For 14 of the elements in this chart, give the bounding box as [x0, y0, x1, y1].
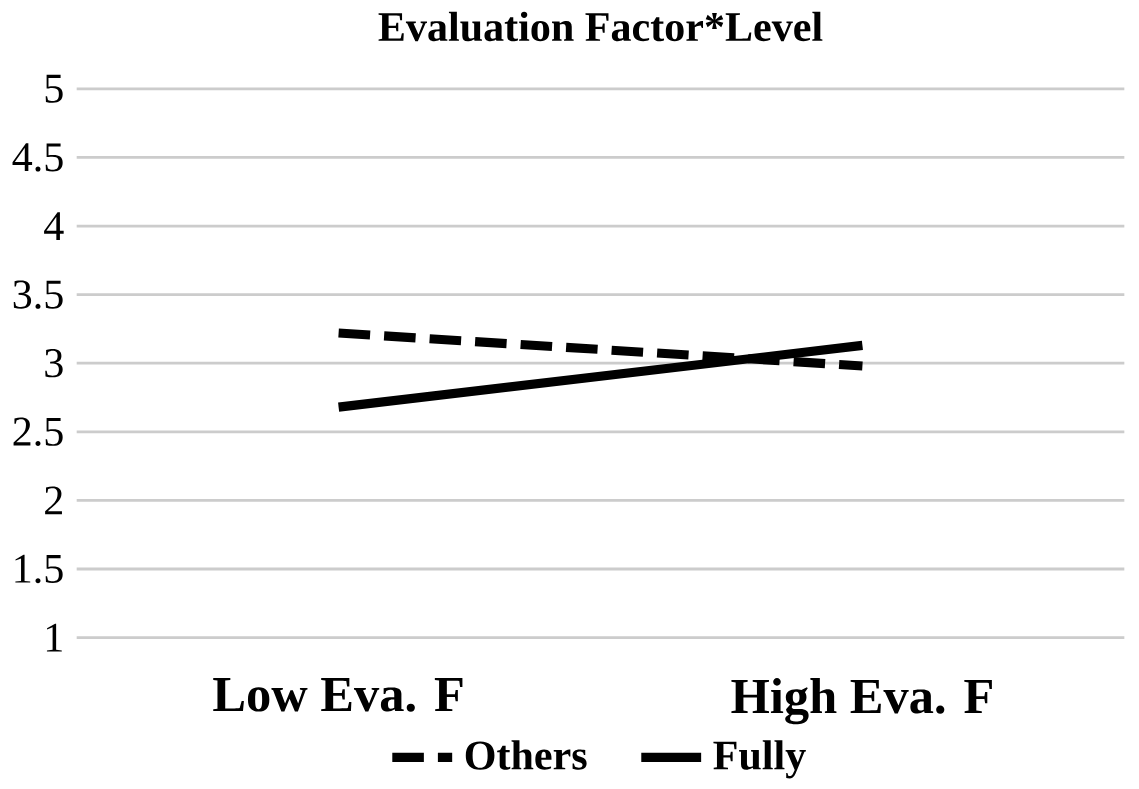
y-tick-label: 2.5	[13, 417, 63, 447]
y-tick-label: 4	[44, 212, 64, 241]
y-tick-label: 4.5	[12, 143, 63, 172]
y-tick-label: 3.5	[13, 280, 63, 310]
legend-label: Others	[465, 740, 587, 770]
x-tick-label: Low Eva. F	[213, 678, 463, 713]
chart-title: Evaluation Factor*Level	[378, 11, 823, 42]
y-tick-label: 1	[46, 623, 62, 652]
x-tick-label: High Eva. F	[731, 678, 992, 725]
y-tick-label: 1.5	[15, 555, 63, 584]
y-tick-label: 2	[45, 486, 62, 515]
y-tick-label: 5	[45, 75, 63, 103]
y-tick-label: 3	[45, 349, 63, 378]
legend-label: Fully	[713, 740, 806, 779]
